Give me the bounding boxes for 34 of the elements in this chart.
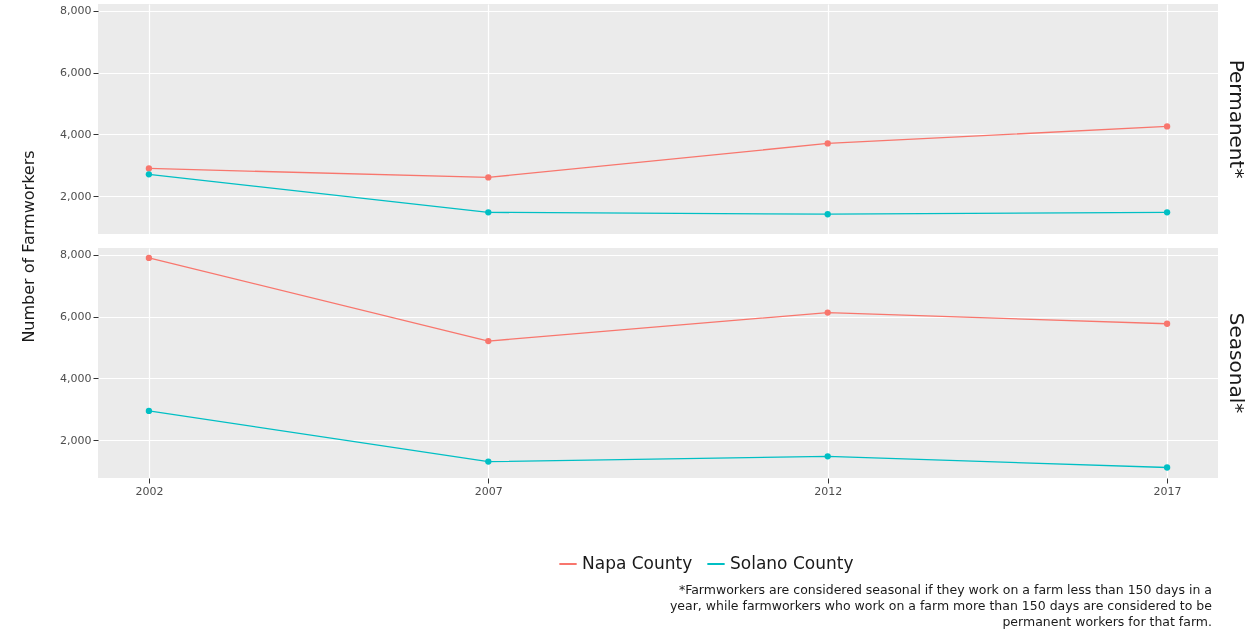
- x-tick-label: 2012: [814, 484, 843, 498]
- y-tick-label: 6,000: [60, 310, 92, 324]
- x-tick-label: 2017: [1153, 484, 1182, 498]
- point: [824, 309, 831, 316]
- point: [485, 174, 492, 181]
- point: [1163, 464, 1171, 471]
- y-tick-label: 4,000: [60, 371, 92, 385]
- point: [485, 458, 492, 465]
- x-tick-label: 2002: [135, 484, 164, 498]
- text: *Farmworkers are considered seasonal if they work on a farm less than 150 days in a year, while farmworkers who work on a farm more than 150 days are considered to be permanent workers for that farm.: [668, 582, 1212, 630]
- point: [1163, 209, 1171, 216]
- y-tick-label: 8,000: [60, 4, 92, 18]
- point: [145, 165, 153, 172]
- point: [485, 209, 492, 216]
- point: [1163, 320, 1171, 327]
- y-tick-label: 8,000: [60, 248, 92, 262]
- y-axis-title: Number of Farmworkers: [18, 150, 38, 343]
- legend-label: Napa County: [582, 553, 693, 573]
- point: [145, 407, 153, 415]
- y-tick-label: 4,000: [60, 127, 92, 141]
- y-tick-label: 2,000: [60, 433, 92, 447]
- point: [145, 254, 153, 262]
- point: [1163, 123, 1171, 130]
- x-tick-label: 2007: [474, 484, 503, 498]
- y-tick-label: 6,000: [60, 66, 92, 80]
- point: [824, 140, 831, 147]
- point: [485, 337, 492, 345]
- point: [824, 453, 831, 460]
- point: [145, 171, 153, 178]
- y-tick-label: 2,000: [60, 189, 92, 203]
- point: [824, 211, 831, 218]
- text: Permanent*: [1225, 59, 1249, 179]
- legend-label: Solano County: [730, 553, 854, 573]
- text: Seasonal*: [1225, 312, 1249, 414]
